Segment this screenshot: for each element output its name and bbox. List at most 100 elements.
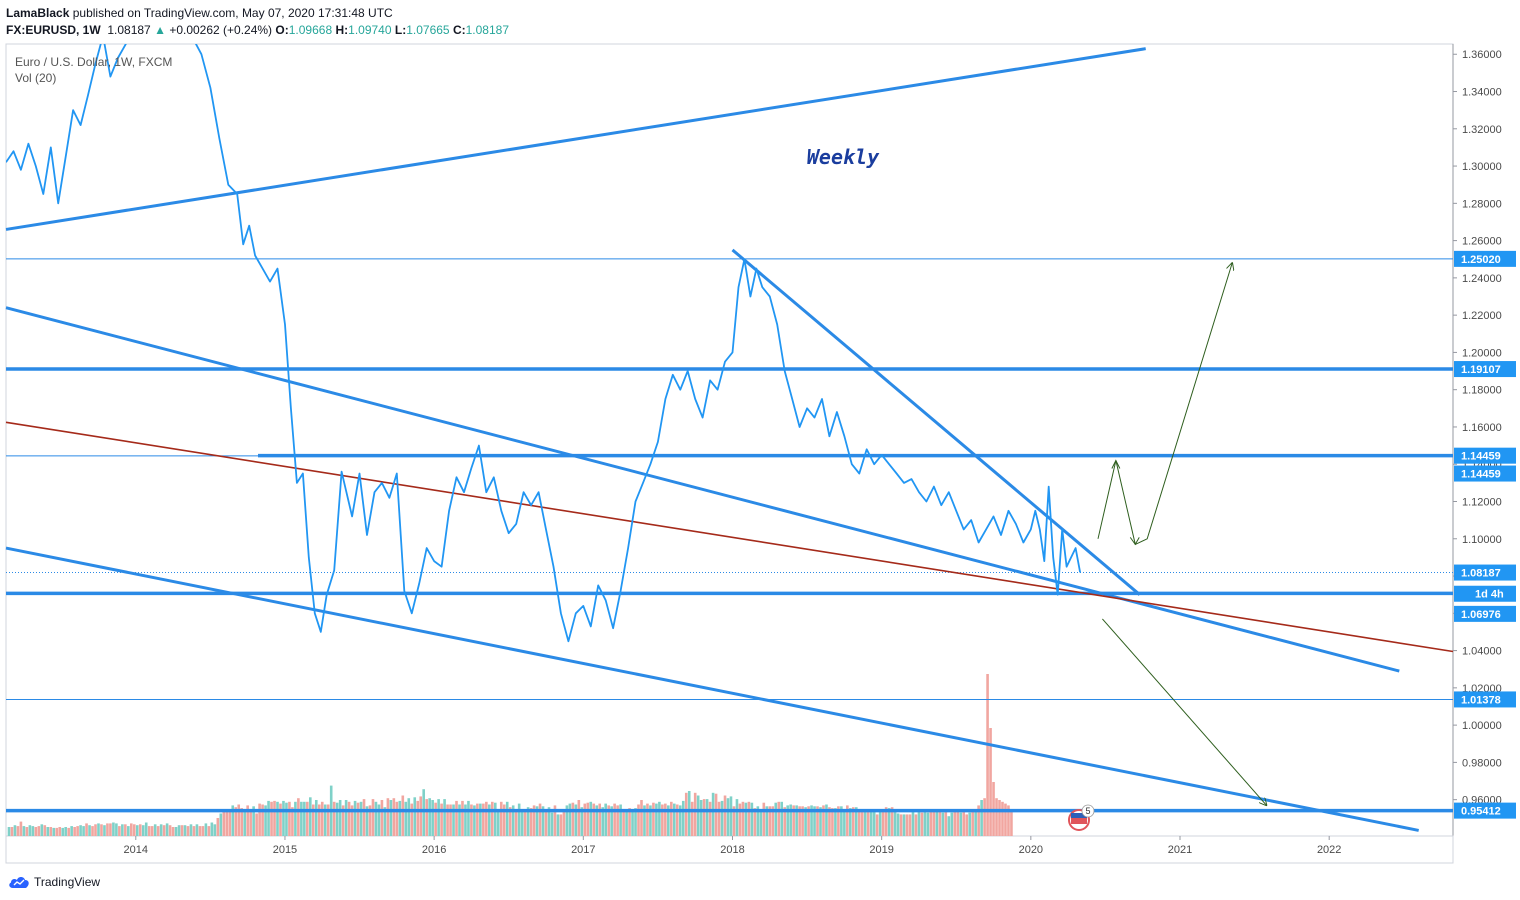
price-tag-label: 1.01378 xyxy=(1461,694,1501,706)
volume-bar xyxy=(350,805,354,836)
volume-bar xyxy=(317,804,321,836)
volume-bar xyxy=(1010,809,1013,836)
volume-bar xyxy=(857,810,861,836)
volume-bar xyxy=(849,808,852,836)
volume-bar xyxy=(28,825,32,836)
symbol-info-bar: FX:EURUSD, 1W 1.08187 ▲ +0.00262 (+0.24%… xyxy=(6,22,509,38)
price-marker-tag[interactable]: 1.01378 xyxy=(1454,691,1516,708)
price-tick-label: 1.30000 xyxy=(1462,161,1502,173)
time-tick-label: 2019 xyxy=(869,844,893,856)
volume-bar xyxy=(246,805,249,836)
volume-bar xyxy=(437,799,440,836)
volume-indicator-label[interactable]: Vol (20) xyxy=(15,71,57,85)
volume-bar xyxy=(106,823,109,836)
volume-bar xyxy=(270,801,273,836)
lower-channel-line[interactable] xyxy=(5,546,1419,832)
volume-bar xyxy=(956,811,960,836)
middle-channel-line[interactable] xyxy=(5,306,1400,673)
volume-bar xyxy=(681,800,685,836)
volume-bar xyxy=(332,801,336,836)
low-value: 1.07665 xyxy=(406,23,450,37)
volume-bar xyxy=(577,800,581,836)
volume-bar xyxy=(177,825,181,836)
weekly-annotation: Weekly xyxy=(807,145,880,169)
volume-bar xyxy=(473,805,476,836)
volume-bar xyxy=(79,825,82,836)
volume-bar xyxy=(717,801,721,836)
volume-bar xyxy=(523,809,527,836)
volume-bar xyxy=(440,803,443,836)
volume-bar xyxy=(532,805,536,836)
volume-bar xyxy=(195,824,199,836)
volume-bar xyxy=(156,826,160,836)
low-label: L: xyxy=(394,23,407,37)
price-marker-tag[interactable]: 1.25020 xyxy=(1454,250,1516,267)
volume-bar xyxy=(407,798,411,836)
author-name[interactable]: LamaBlack xyxy=(6,6,70,20)
price-marker-tag[interactable]: 1.06976 xyxy=(1454,605,1516,622)
volume-bar xyxy=(383,807,387,836)
price-line[interactable] xyxy=(6,13,1081,643)
volume-bar xyxy=(467,800,470,836)
volume-bar xyxy=(729,796,733,836)
volume-bar xyxy=(610,806,613,836)
volume-bar xyxy=(1004,803,1007,836)
time-axis-area[interactable] xyxy=(5,835,1454,864)
volume-bar xyxy=(255,813,258,836)
volume-bar xyxy=(138,824,142,836)
time-tick-label: 2021 xyxy=(1168,844,1192,856)
volume-bar xyxy=(616,805,619,836)
volume-bar xyxy=(574,804,578,836)
long-term-red-trendline[interactable] xyxy=(5,421,1454,653)
volume-bar xyxy=(341,805,345,836)
volume-bar xyxy=(920,812,924,836)
volume-bar xyxy=(115,823,118,836)
volume-bar xyxy=(225,809,229,836)
volume-bar xyxy=(234,807,238,836)
volume-bar xyxy=(97,823,100,836)
volume-bar xyxy=(183,825,187,836)
bearish-scenario-arrow[interactable] xyxy=(1102,618,1266,805)
volume-bar xyxy=(670,801,673,836)
upper-channel-line[interactable] xyxy=(5,47,1146,231)
volume-bar xyxy=(884,807,888,836)
volume-bar xyxy=(171,827,175,836)
price-marker-tag[interactable]: 0.95412 xyxy=(1454,802,1516,819)
event-flag-icon[interactable]: 5 xyxy=(1068,804,1095,831)
volume-bar xyxy=(425,799,428,836)
volume-bar xyxy=(675,804,679,836)
volume-bar xyxy=(807,806,810,836)
price-marker-tag[interactable]: 1.19107 xyxy=(1454,361,1516,378)
price-marker-tag[interactable]: 1d 4h xyxy=(1454,585,1516,602)
volume-bar xyxy=(840,806,843,836)
volume-bar xyxy=(353,800,357,836)
volume-bar xyxy=(568,803,572,836)
volume-bar xyxy=(869,809,873,836)
volume-bar xyxy=(556,814,560,836)
volume-bar xyxy=(896,813,900,836)
volume-bar xyxy=(595,805,599,836)
volume-bar xyxy=(726,798,730,836)
volume-bar xyxy=(64,827,67,836)
volume-bar xyxy=(288,801,291,836)
volume-bar xyxy=(374,801,378,836)
symbol-label[interactable]: FX:EURUSD, 1W xyxy=(6,23,101,37)
volume-bar xyxy=(613,803,616,836)
plot-area[interactable] xyxy=(5,43,1454,837)
volume-bar xyxy=(786,805,789,836)
price-marker-tag[interactable]: 1.14459 xyxy=(1454,465,1516,482)
price-marker-tag[interactable]: 1.08187 xyxy=(1454,564,1516,581)
volume-bar xyxy=(792,805,795,836)
volume-bar xyxy=(335,802,339,836)
volume-bar xyxy=(40,824,44,836)
volume-bar xyxy=(320,801,324,836)
scenario-arrows xyxy=(1097,263,1267,805)
descending-resistance-line[interactable] xyxy=(731,248,1141,596)
volume-bar xyxy=(410,803,414,836)
volume-bar xyxy=(944,810,948,836)
volume-bar xyxy=(771,806,775,836)
price-marker-tag[interactable]: 1.14459 xyxy=(1454,447,1516,464)
footer-brand[interactable]: TradingView xyxy=(8,873,100,891)
volume-bar xyxy=(395,801,399,836)
